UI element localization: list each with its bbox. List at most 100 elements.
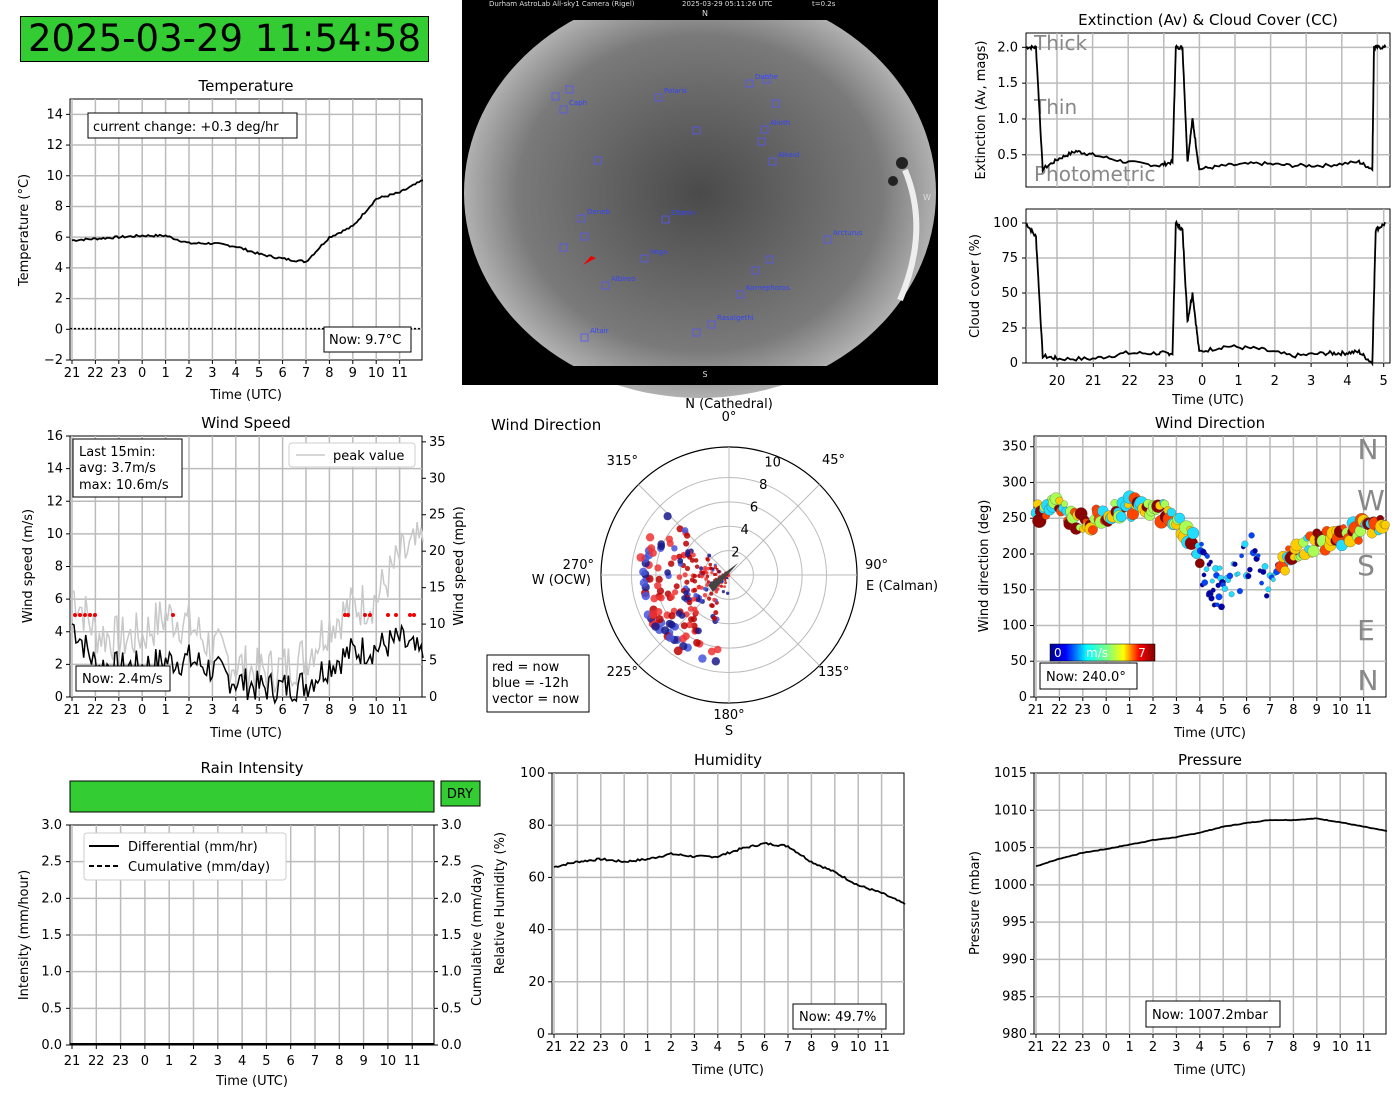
x-tick-label: 23 [111, 366, 128, 381]
x-tick-label: 7 [302, 703, 310, 718]
wind-sample-point [724, 581, 727, 585]
y-tick-label: 3.0 [41, 818, 62, 833]
x-tick-label: 22 [88, 1054, 105, 1069]
x-tick-label: 10 [1332, 703, 1349, 718]
wind-dir-point [1256, 553, 1261, 558]
wind-sample-point [655, 575, 663, 584]
star-marker [654, 93, 663, 102]
wind-dir-point [1199, 541, 1204, 547]
y-right-tick-label: 3.0 [441, 818, 462, 833]
pressure-ylabel: Pressure (mbar) [968, 851, 983, 955]
wind-sample-point [677, 558, 684, 564]
wind-sample-point [683, 590, 689, 596]
wind-alert-dot [408, 613, 412, 617]
wind-sample-point [676, 525, 684, 533]
colorbar-max: 7 [1138, 646, 1146, 660]
x-tick-label: 7 [311, 1054, 319, 1069]
rain-ylabel-right: Cumulative (mm/day) [470, 864, 485, 1006]
x-tick-label: 3 [1307, 374, 1315, 389]
wind-dir-point [1261, 563, 1269, 570]
x-tick-label: 7 [1266, 1040, 1274, 1055]
x-tick-label: 10 [368, 366, 385, 381]
x-tick-label: 6 [1242, 1040, 1250, 1055]
x-tick-label: 11 [391, 366, 408, 381]
x-tick-label: 1 [1234, 374, 1242, 389]
x-tick-label: 6 [278, 703, 286, 718]
wind-sample-point [685, 549, 691, 555]
y-tick-label: 0 [1019, 690, 1027, 705]
y-tick-label: 2 [55, 657, 63, 672]
x-tick-label: 9 [349, 703, 357, 718]
wind-sample-point [702, 586, 707, 591]
x-tick-label: 10 [1332, 1040, 1349, 1055]
wind-sample-point [668, 593, 675, 601]
star-label: Caph [569, 99, 587, 107]
wind-sample-point [704, 577, 709, 581]
wind-alert-dot [386, 613, 390, 617]
rain-legend-diff: Differential (mm/hr) [128, 840, 258, 855]
wind-speed-ylabel: Wind speed (m/s) [21, 509, 36, 623]
polar-deg45: 45° [822, 453, 845, 468]
x-tick-label: 1 [1125, 1040, 1133, 1055]
y-tick-label: 12 [46, 494, 63, 509]
x-tick-label: 3 [214, 1054, 222, 1069]
x-tick-label: 5 [1219, 703, 1227, 718]
wind-alert-dot [394, 613, 398, 617]
wind-sample-point [726, 577, 729, 580]
cloud-cover-series [1025, 219, 1386, 367]
wind-dir-point [1210, 587, 1216, 593]
x-tick-label: 0 [1102, 1040, 1110, 1055]
x-tick-label: 2 [1149, 703, 1157, 718]
compass-s: S [1357, 549, 1375, 582]
wind-sample-point [686, 621, 693, 629]
wind-sample-point [713, 610, 719, 616]
temperature-xlabel: Time (UTC) [209, 388, 282, 403]
wind-sample-point [712, 597, 717, 603]
wind-alert-dot [368, 613, 372, 617]
x-tick-label: 3 [1172, 1040, 1180, 1055]
wind-sample-point [709, 603, 714, 608]
star-label: Albireo [611, 275, 635, 283]
wind-sample-point [714, 573, 718, 576]
y-tick-label: 0 [537, 1027, 545, 1042]
x-tick-label: 8 [1289, 1040, 1297, 1055]
x-tick-label: 0 [141, 1054, 149, 1069]
x-tick-label: 5 [255, 366, 263, 381]
star-label: Arcturus [833, 229, 863, 237]
wind-dir-point [1307, 545, 1320, 558]
wind-sample-point [649, 549, 657, 557]
wind-sample-point [693, 639, 701, 647]
wind-sample-point [651, 622, 660, 631]
wind-dir-point [1174, 512, 1186, 524]
wind-alert-dot [363, 613, 367, 617]
wind-sample-point [693, 592, 699, 598]
x-tick-label: 2 [1271, 374, 1279, 389]
y-tick-label: 995 [1002, 915, 1027, 930]
x-tick-label: 0 [1198, 374, 1206, 389]
y-tick-label: 1.0 [41, 965, 62, 980]
wind-alert-dot [171, 613, 175, 617]
polar-r-tick: 6 [750, 500, 758, 515]
x-tick-label: 9 [349, 366, 357, 381]
x-tick-label: 22 [1051, 1040, 1068, 1055]
wind-dir-point [1201, 572, 1207, 578]
wind-dir-point [1235, 571, 1241, 576]
y-tick-label: 8 [55, 560, 63, 575]
x-tick-label: 5 [1219, 1040, 1227, 1055]
x-tick-label: 11 [1355, 703, 1372, 718]
wind-dir-point [1203, 566, 1210, 572]
y-right-tick-label: 30 [429, 471, 446, 486]
x-tick-label: 9 [1313, 1040, 1321, 1055]
star-label: Alioth [770, 119, 790, 127]
y-right-tick-label: 2.5 [441, 855, 462, 870]
x-tick-label: 8 [325, 366, 333, 381]
wind-sample-point [654, 582, 662, 590]
wind-sample-point [726, 591, 730, 595]
star-label: Vega [650, 248, 667, 256]
star-label: Eltanin [671, 209, 695, 217]
y-right-tick-label: 0 [429, 690, 437, 705]
wind-dir-point [1204, 553, 1210, 559]
pressure-series [1035, 817, 1388, 868]
wind-sample-point [707, 596, 712, 601]
